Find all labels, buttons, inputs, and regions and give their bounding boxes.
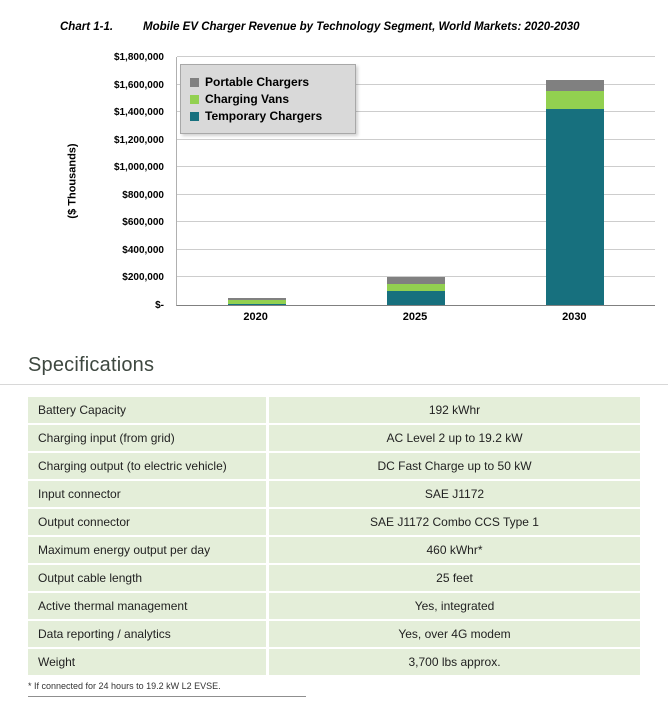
bar-segment <box>227 298 286 300</box>
y-axis-title-text: ($ Thousands) <box>67 143 80 219</box>
table-row: Maximum energy output per day 460 kWhr* <box>28 537 640 563</box>
bar-segment <box>386 277 445 284</box>
y-tick-label: $1,600,000 <box>113 79 164 91</box>
bar-segment <box>546 91 605 110</box>
bar-slot <box>336 57 495 305</box>
bar-segment <box>546 79 605 92</box>
spec-label: Weight <box>28 649 266 675</box>
spec-label: Active thermal management <box>28 593 266 619</box>
legend-swatch <box>190 77 199 87</box>
chart-number: Chart 1-1. <box>60 21 114 33</box>
y-tick-label: $1,000,000 <box>113 162 164 174</box>
spec-label: Charging output (to electric vehicle) <box>28 453 266 479</box>
table-row: Data reporting / analytics Yes, over 4G … <box>28 621 640 647</box>
legend-label: Temporary Chargers <box>205 109 323 123</box>
spec-value: SAE J1172 Combo CCS Type 1 <box>269 509 640 535</box>
table-row: Charging output (to electric vehicle) DC… <box>28 453 640 479</box>
gridline <box>177 193 655 195</box>
spec-value: 3,700 lbs approx. <box>269 649 640 675</box>
y-axis-labels: $- $200,000 $400,000 $600,000 $800,000 $1,000… <box>84 52 172 311</box>
spec-label: Output connector <box>28 509 266 535</box>
bar-segment <box>227 299 286 304</box>
spec-label: Battery Capacity <box>28 397 266 423</box>
spec-label: Input connector <box>28 481 266 507</box>
legend-label: Charging Vans <box>205 92 290 106</box>
x-tick-label: 2020 <box>243 311 268 323</box>
spec-label: Charging input (from grid) <box>28 425 266 451</box>
plot-area: Portable Chargers Charging Vans Temporary … <box>176 56 655 306</box>
spec-value: 192 kWhr <box>269 397 640 423</box>
spec-value: Yes, integrated <box>269 593 640 619</box>
gridline <box>177 138 655 140</box>
chart-title: Chart 1-1. Mobile EV Charger Revenue by T… <box>60 21 580 33</box>
y-tick-label: $1,200,000 <box>113 134 164 146</box>
table-row: Charging input (from grid) AC Level 2 up… <box>28 425 640 451</box>
gridline <box>177 276 655 278</box>
gridline <box>177 248 655 250</box>
y-tick-label: $400,000 <box>122 244 164 256</box>
gridline <box>177 111 655 113</box>
table-row: Weight 3,700 lbs approx. <box>28 649 640 675</box>
table-row: Active thermal management Yes, integrate… <box>28 593 640 619</box>
spec-value: AC Level 2 up to 19.2 kW <box>269 425 640 451</box>
x-tick-label: 2030 <box>562 311 587 323</box>
table-row: Output cable length 25 feet <box>28 565 640 591</box>
spec-value: DC Fast Charge up to 50 kW <box>269 453 640 479</box>
gridline <box>177 221 655 223</box>
legend-swatch <box>190 111 199 121</box>
y-tick-label: $600,000 <box>122 217 164 229</box>
specifications-section: Specifications Battery Capacity 192 kWhr… <box>0 354 668 697</box>
y-axis-title: ($ Thousands) <box>62 57 84 305</box>
legend-swatch <box>190 94 199 104</box>
legend-item: Temporary Chargers <box>190 109 346 123</box>
table-row: Input connector SAE J1172 <box>28 481 640 507</box>
footnote: * If connected for 24 hours to 19.2 kW L… <box>28 681 306 697</box>
heading-divider <box>0 384 668 385</box>
bar-slot <box>177 57 336 305</box>
stacked-bar-2020 <box>227 298 286 305</box>
y-tick-label: $800,000 <box>122 189 164 201</box>
bar-slot <box>496 57 655 305</box>
x-axis-labels: 2020 2025 2030 <box>176 311 654 323</box>
bars-layer <box>177 57 655 305</box>
bar-segment <box>227 303 286 305</box>
bar-segment <box>386 290 445 305</box>
bar-segment <box>546 109 605 305</box>
spec-label: Output cable length <box>28 565 266 591</box>
gridline <box>177 56 655 57</box>
spec-value: SAE J1172 <box>269 481 640 507</box>
y-tick-label: $- <box>155 300 164 311</box>
x-tick-label: 2025 <box>402 311 428 323</box>
spec-label: Data reporting / analytics <box>28 621 266 647</box>
legend-label: Portable Chargers <box>205 75 310 89</box>
spec-value: 25 feet <box>269 565 640 591</box>
legend-item: Charging Vans <box>190 92 346 106</box>
y-tick-label: $200,000 <box>122 272 164 284</box>
gridline <box>177 166 655 168</box>
y-tick-label: $1,400,000 <box>113 107 164 119</box>
stacked-bar-2025 <box>386 277 445 305</box>
specs-heading: Specifications <box>28 354 155 376</box>
spec-label: Maximum energy output per day <box>28 537 266 563</box>
bar-segment <box>386 283 445 291</box>
spec-value: Yes, over 4G modem <box>269 621 640 647</box>
legend-item: Portable Chargers <box>190 75 346 89</box>
spec-table: Battery Capacity 192 kWhr Charging input… <box>28 397 640 675</box>
gridline <box>177 83 655 85</box>
table-row: Output connector SAE J1172 Combo CCS Typ… <box>28 509 640 535</box>
y-tick-label: $1,800,000 <box>113 52 164 63</box>
chart-legend: Portable Chargers Charging Vans Temporary … <box>180 64 356 134</box>
stacked-bar-2030 <box>546 79 605 305</box>
chart-title-text: Mobile EV Charger Revenue by Technology … <box>143 21 580 33</box>
table-row: Battery Capacity 192 kWhr <box>28 397 640 423</box>
spec-value: 460 kWhr* <box>269 537 640 563</box>
